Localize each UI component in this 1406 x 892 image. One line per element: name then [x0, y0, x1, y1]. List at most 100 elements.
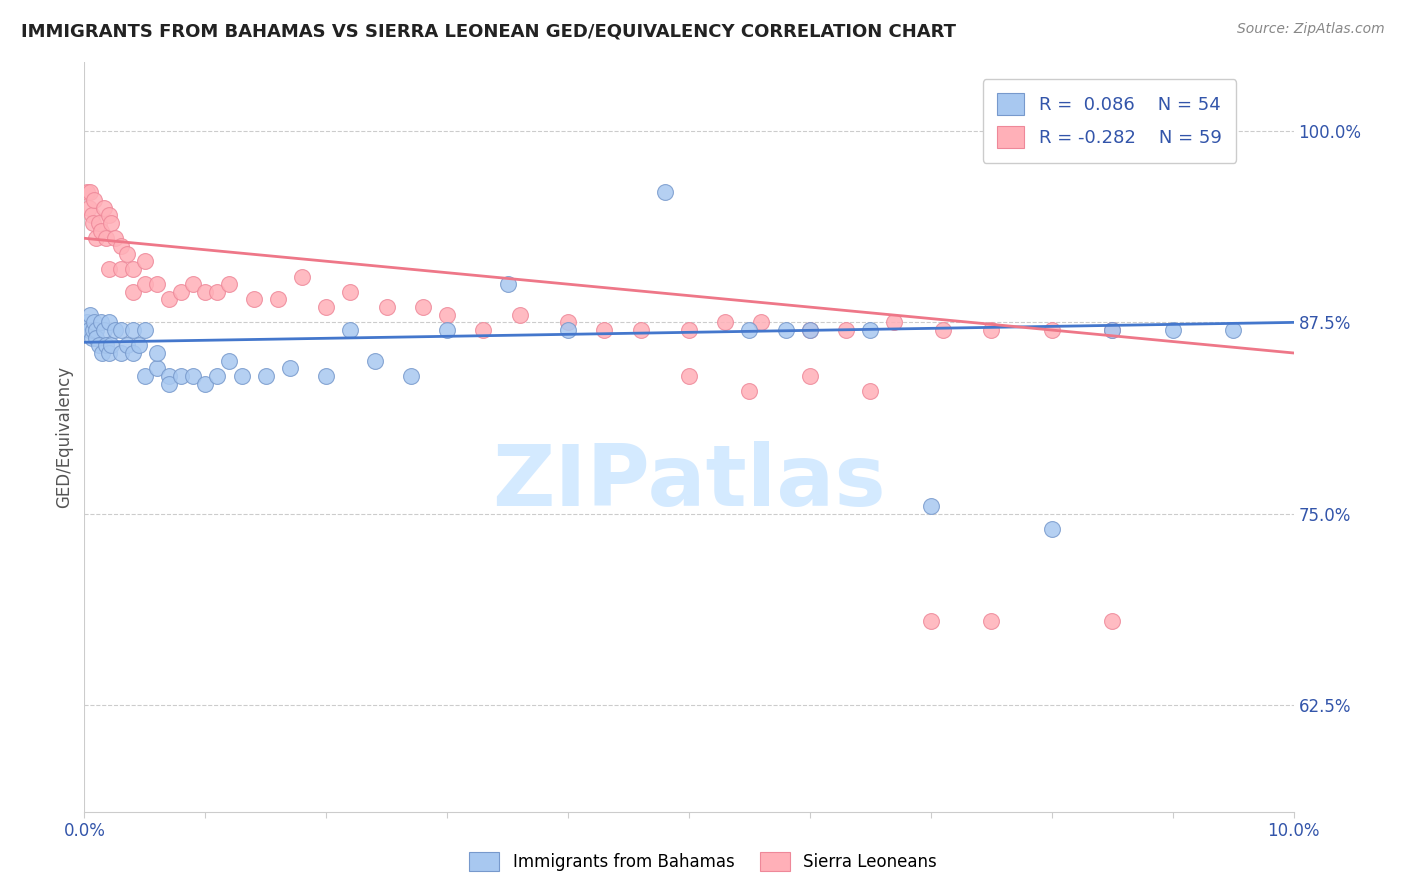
Point — [157, 293, 180, 307]
Point — [121, 285, 143, 299]
Point — [181, 277, 204, 292]
Point — [920, 614, 942, 628]
Point — [1040, 522, 1063, 536]
Point — [291, 269, 314, 284]
Point — [509, 308, 531, 322]
Point — [375, 300, 398, 314]
Point — [94, 338, 117, 352]
Point — [278, 361, 301, 376]
Point — [859, 384, 882, 399]
Point — [83, 315, 105, 329]
Point — [93, 323, 115, 337]
Point — [170, 285, 193, 299]
Point — [146, 277, 169, 292]
Point — [157, 368, 180, 383]
Point — [100, 338, 122, 352]
Point — [77, 323, 100, 337]
Point — [194, 376, 217, 391]
Text: Source: ZipAtlas.com: Source: ZipAtlas.com — [1237, 22, 1385, 37]
Point — [799, 323, 821, 337]
Text: IMMIGRANTS FROM BAHAMAS VS SIERRA LEONEAN GED/EQUIVALENCY CORRELATION CHART: IMMIGRANTS FROM BAHAMAS VS SIERRA LEONEA… — [21, 22, 956, 40]
Point — [1222, 323, 1244, 337]
Point — [93, 201, 115, 215]
Point — [339, 285, 361, 299]
Point — [134, 368, 156, 383]
Point — [315, 300, 337, 314]
Legend: Immigrants from Bahamas, Sierra Leoneans: Immigrants from Bahamas, Sierra Leoneans — [461, 843, 945, 880]
Point — [738, 323, 761, 337]
Point — [83, 193, 105, 207]
Point — [146, 346, 169, 360]
Point — [79, 308, 101, 322]
Point — [104, 231, 127, 245]
Point — [799, 368, 821, 383]
Point — [97, 315, 120, 329]
Point — [751, 315, 773, 329]
Point — [104, 323, 127, 337]
Point — [86, 331, 108, 345]
Point — [80, 208, 103, 222]
Point — [678, 368, 700, 383]
Point — [1101, 614, 1123, 628]
Point — [738, 384, 761, 399]
Point — [90, 224, 112, 238]
Point — [883, 315, 905, 329]
Point — [121, 346, 143, 360]
Point — [134, 323, 156, 337]
Point — [1161, 323, 1184, 337]
Point — [82, 216, 104, 230]
Text: ZIPatlas: ZIPatlas — [492, 441, 886, 524]
Point — [1101, 323, 1123, 337]
Point — [91, 346, 114, 360]
Point — [97, 208, 120, 222]
Point — [557, 315, 579, 329]
Point — [436, 323, 458, 337]
Point — [315, 368, 337, 383]
Point — [267, 293, 290, 307]
Point — [775, 323, 797, 337]
Point — [110, 346, 132, 360]
Point — [218, 353, 240, 368]
Point — [97, 261, 120, 276]
Point — [980, 323, 1002, 337]
Point — [242, 293, 264, 307]
Point — [1101, 323, 1123, 337]
Point — [678, 323, 700, 337]
Point — [90, 315, 112, 329]
Point — [254, 368, 277, 383]
Point — [121, 261, 143, 276]
Point — [496, 277, 519, 292]
Point — [86, 323, 108, 337]
Point — [80, 331, 103, 345]
Point — [110, 261, 132, 276]
Point — [76, 186, 98, 200]
Point — [557, 323, 579, 337]
Point — [146, 361, 169, 376]
Point — [79, 186, 101, 200]
Point — [363, 353, 385, 368]
Point — [181, 368, 204, 383]
Point — [115, 338, 138, 352]
Point — [1040, 323, 1063, 337]
Legend: R =  0.086    N = 54, R = -0.282    N = 59: R = 0.086 N = 54, R = -0.282 N = 59 — [983, 79, 1236, 162]
Point — [134, 277, 156, 292]
Point — [97, 346, 120, 360]
Point — [94, 231, 117, 245]
Point — [980, 614, 1002, 628]
Point — [932, 323, 955, 337]
Point — [110, 323, 132, 337]
Point — [714, 315, 737, 329]
Point — [100, 216, 122, 230]
Point — [207, 368, 229, 383]
Point — [593, 323, 616, 337]
Point — [920, 499, 942, 513]
Point — [436, 308, 458, 322]
Point — [859, 323, 882, 337]
Y-axis label: GED/Equivalency: GED/Equivalency — [55, 366, 73, 508]
Point — [77, 201, 100, 215]
Point — [157, 376, 180, 391]
Point — [87, 338, 110, 352]
Point — [76, 315, 98, 329]
Point — [231, 368, 253, 383]
Point — [115, 246, 138, 260]
